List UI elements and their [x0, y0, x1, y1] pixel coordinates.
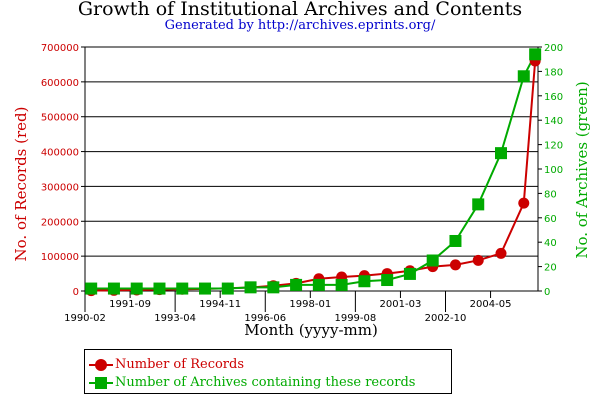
- series-point-archives: [176, 282, 189, 295]
- plot-frame: [84, 46, 539, 292]
- y-left-tick-label: 500000: [41, 113, 79, 124]
- x-tick-label: 1994-11: [199, 299, 241, 310]
- y-left-tick-label: 100000: [41, 252, 79, 263]
- y-left-tick-label: 700000: [41, 43, 79, 54]
- y-left-tick-label: 300000: [41, 182, 79, 193]
- x-tick-label: 2004-05: [470, 299, 512, 310]
- legend-swatch-archives: [89, 377, 113, 389]
- x-tick-label: 2001-03: [380, 299, 422, 310]
- y-right-tick-label: 120: [544, 141, 563, 152]
- y-right-tick-label: 0: [544, 287, 550, 298]
- y-right-tick-label: 160: [544, 92, 563, 103]
- series-point-archives: [472, 198, 485, 211]
- series-point-archives: [495, 147, 508, 160]
- y-right-tick-label: 20: [544, 263, 557, 274]
- series-line-1: [91, 53, 537, 290]
- x-tick-label: 1991-09: [109, 299, 151, 310]
- series-point-records: [518, 197, 530, 209]
- series-point-archives: [312, 278, 325, 291]
- y-axis-right-label: No. of Archives (green): [573, 81, 591, 258]
- series-point-archives: [244, 281, 257, 294]
- y-left-tick-label: 600000: [41, 78, 79, 89]
- axis-ticks: 0 100000 200000 300000 400000 500000 600000 700…: [41, 43, 563, 324]
- y-left-tick-label: 200000: [41, 217, 79, 228]
- series-point-archives: [290, 278, 303, 291]
- chart-title: Growth of Institutional Archives and Con…: [77, 0, 523, 20]
- legend-label-records: Number of Records: [115, 357, 245, 372]
- x-tick-label: 1990-02: [64, 313, 106, 324]
- series-point-archives: [358, 275, 371, 288]
- x-tick-label: 1999-08: [334, 313, 376, 324]
- legend-label-archives: Number of Archives containing these reco…: [115, 375, 416, 390]
- series-point-archives: [221, 282, 234, 295]
- y-right-tick-label: 140: [544, 116, 563, 127]
- chart-canvas: 0 100000 200000 300000 400000 500000 600000 700…: [12, 43, 591, 339]
- series-point-archives: [107, 282, 120, 295]
- series-point-archives: [267, 281, 280, 294]
- y-left-tick-label: 400000: [41, 148, 79, 159]
- series-layer: [85, 48, 542, 297]
- y-left-tick-label: 0: [73, 287, 79, 298]
- x-tick-label: 1993-04: [154, 313, 196, 324]
- y-right-tick-label: 200: [544, 43, 563, 54]
- chart-subtitle: Generated by http://archives.eprints.org…: [164, 18, 436, 33]
- series-point-archives: [153, 282, 166, 295]
- series-point-archives: [335, 278, 348, 291]
- x-axis-label: Month (yyyy-mm): [244, 321, 378, 339]
- series-point-archives: [85, 282, 98, 295]
- series-point-records: [472, 254, 484, 266]
- series-point-archives: [130, 282, 143, 295]
- series-point-archives: [517, 70, 530, 83]
- series-point-archives: [426, 254, 439, 267]
- grid: [85, 81, 538, 257]
- legend: Number of Records Number of Archives con…: [84, 349, 452, 394]
- y-right-tick-label: 40: [544, 238, 557, 249]
- series-point-archives: [381, 274, 394, 287]
- legend-swatch-records: [89, 359, 113, 371]
- series-point-records: [495, 247, 507, 259]
- series-point-archives: [529, 48, 542, 61]
- series-point-archives: [403, 267, 416, 280]
- x-tick-label: 1996-06: [244, 313, 286, 324]
- y-right-tick-label: 100: [544, 165, 563, 176]
- y-right-tick-label: 180: [544, 67, 563, 78]
- x-tick-label: 2002-10: [425, 313, 467, 324]
- series-point-records: [449, 259, 461, 271]
- y-axis-left-label: No. of Records (red): [12, 107, 30, 262]
- series-point-archives: [449, 234, 462, 247]
- y-right-tick-label: 60: [544, 214, 557, 225]
- x-tick-label: 1998-01: [289, 299, 331, 310]
- series-point-archives: [199, 282, 212, 295]
- y-right-tick-label: 80: [544, 189, 557, 200]
